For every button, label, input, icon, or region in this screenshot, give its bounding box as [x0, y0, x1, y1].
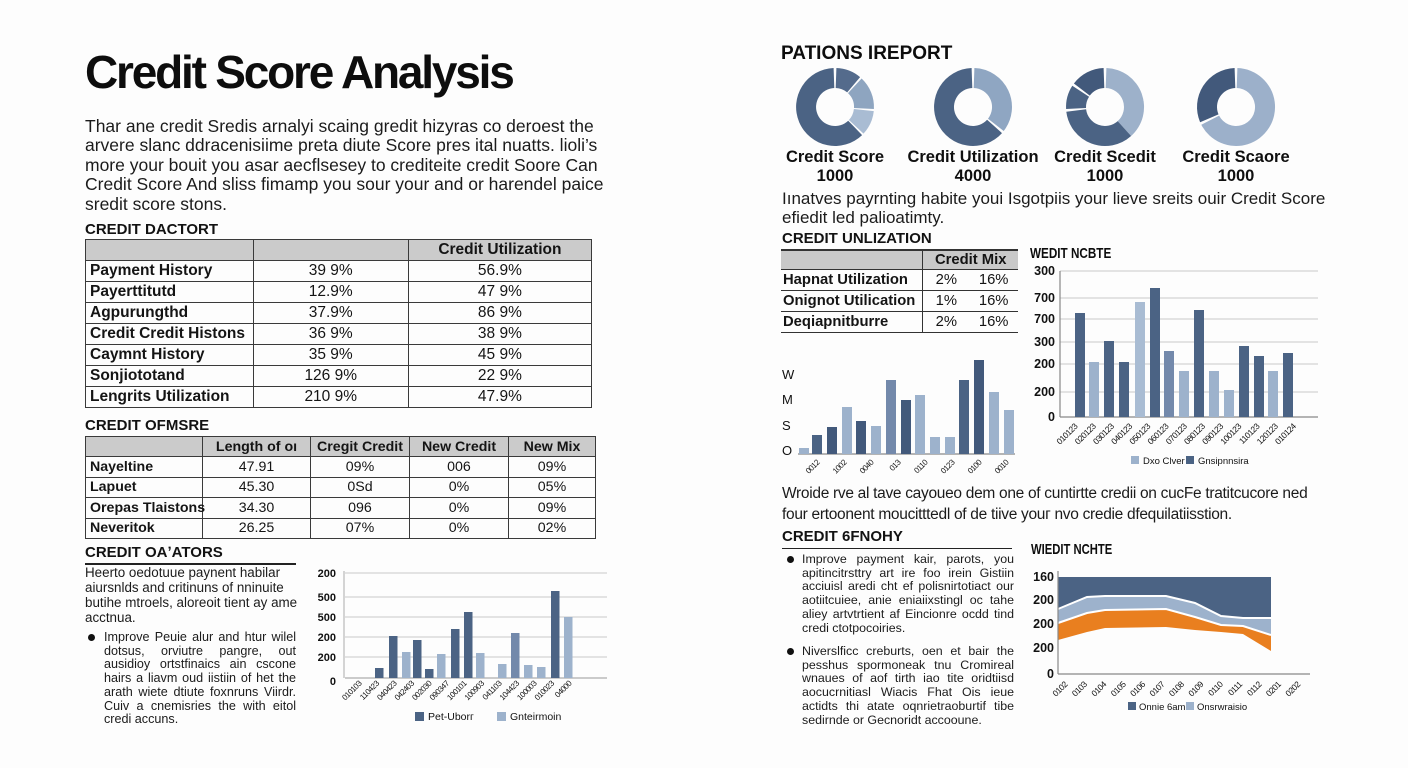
svg-text:0110: 0110 [912, 457, 930, 475]
svg-text:500: 500 [318, 592, 336, 604]
svg-text:W: W [782, 367, 795, 382]
svg-text:0: 0 [1048, 410, 1055, 424]
svg-text:0102: 0102 [1050, 679, 1070, 699]
svg-text:Onnie 6am: Onnie 6am [1139, 702, 1186, 713]
svg-text:200: 200 [1033, 617, 1054, 631]
svg-text:0202: 0202 [1283, 679, 1303, 699]
svg-text:Gnteirmoin: Gnteirmoin [510, 711, 562, 723]
svg-text:0109: 0109 [1186, 679, 1206, 699]
svg-text:700: 700 [1034, 291, 1055, 305]
svg-text:0103: 0103 [1070, 679, 1090, 699]
svg-text:04000: 04000 [553, 678, 574, 699]
svg-text:0108: 0108 [1167, 679, 1187, 699]
svg-text:200: 200 [1034, 385, 1055, 399]
svg-text:Pet-Uborг: Pet-Uborг [428, 711, 474, 723]
svg-text:0105: 0105 [1109, 679, 1129, 699]
svg-text:0110: 0110 [1206, 679, 1225, 698]
svg-text:0104: 0104 [1089, 679, 1109, 699]
svg-text:0040: 0040 [858, 457, 876, 475]
svg-text:200: 200 [318, 568, 336, 580]
svg-text:1002: 1002 [831, 457, 849, 475]
svg-text:200: 200 [1033, 641, 1054, 655]
svg-text:O: O [782, 443, 792, 458]
svg-text:010023: 010023 [533, 678, 557, 702]
svg-text:0: 0 [1047, 667, 1054, 681]
svg-text:0010: 0010 [993, 457, 1011, 475]
svg-text:M: M [782, 392, 793, 407]
svg-text:S: S [782, 418, 791, 433]
svg-text:200: 200 [318, 632, 336, 644]
svg-text:010124: 010124 [1273, 421, 1299, 447]
svg-text:0123: 0123 [939, 457, 957, 475]
svg-text:0107: 0107 [1147, 679, 1167, 699]
svg-text:0012: 0012 [804, 457, 822, 475]
svg-text:200: 200 [1034, 357, 1055, 371]
svg-text:160: 160 [1033, 570, 1054, 584]
svg-text:300: 300 [1034, 264, 1055, 278]
svg-text:200: 200 [1033, 593, 1054, 607]
svg-text:0100: 0100 [966, 457, 984, 475]
svg-text:500: 500 [318, 612, 336, 624]
svg-text:0201: 0201 [1264, 679, 1284, 699]
svg-text:0112: 0112 [1245, 679, 1264, 698]
svg-text:013: 013 [888, 457, 903, 472]
svg-text:Dxo Clver: Dxo Clver [1143, 456, 1185, 467]
svg-text:700: 700 [1034, 312, 1055, 326]
svg-text:Onsrwraisio: Onsrwraisio [1197, 702, 1247, 713]
svg-text:Gnsipnnsira: Gnsipnnsira [1198, 456, 1249, 467]
svg-text:0: 0 [330, 676, 336, 688]
svg-text:300: 300 [1034, 335, 1055, 349]
svg-text:200: 200 [318, 652, 336, 664]
svg-text:0111: 0111 [1226, 679, 1245, 698]
svg-text:0106: 0106 [1128, 679, 1148, 699]
